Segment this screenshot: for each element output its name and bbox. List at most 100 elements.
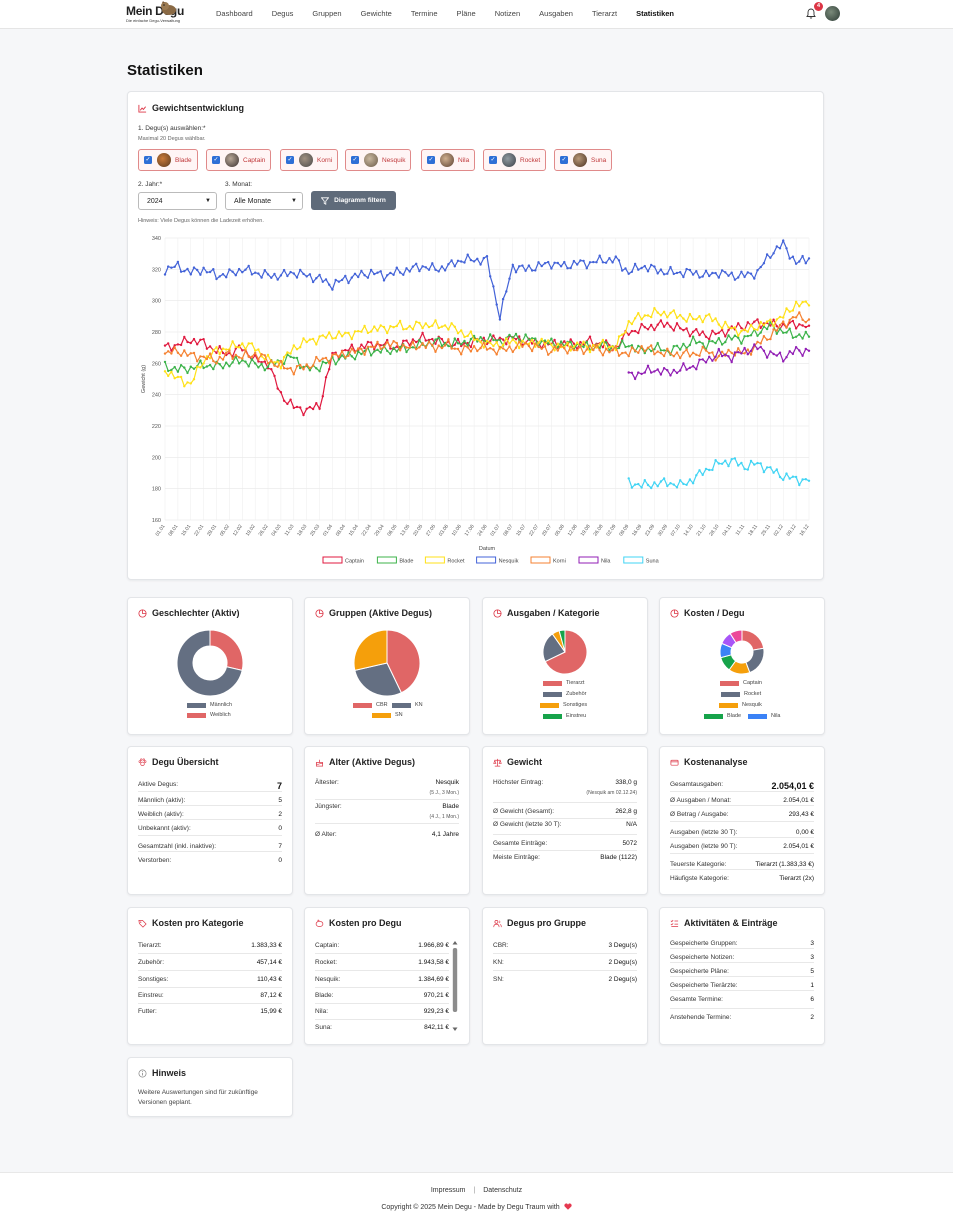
data-point bbox=[221, 367, 225, 370]
nav-dashboard[interactable]: Dashboard bbox=[216, 9, 253, 18]
divider bbox=[315, 1003, 449, 1004]
card-title: Kostenanalyse bbox=[670, 757, 748, 767]
data-point bbox=[289, 352, 292, 355]
datenschutz-link[interactable]: Datenschutz bbox=[483, 1187, 523, 1194]
data-point bbox=[566, 352, 569, 355]
data-point bbox=[295, 276, 299, 279]
data-point bbox=[179, 375, 183, 379]
stat-row: KN: 2 Degu(s) bbox=[493, 959, 637, 966]
data-point bbox=[662, 354, 666, 358]
data-point bbox=[730, 325, 733, 328]
oldest-age-detail: (5 J., 3 Mon.) bbox=[429, 790, 459, 796]
data-point bbox=[765, 327, 769, 331]
data-point bbox=[675, 271, 679, 275]
year-select[interactable]: 2024 ▼ bbox=[138, 192, 217, 210]
data-point bbox=[733, 457, 737, 460]
month-select[interactable]: Alle Monate ▼ bbox=[225, 192, 303, 210]
checkbox[interactable]: ✓ bbox=[212, 156, 220, 164]
nav-ausgaben[interactable]: Ausgaben bbox=[539, 9, 573, 18]
stat-label: Ältester: bbox=[315, 779, 339, 786]
cost-list-scrollbar[interactable] bbox=[452, 940, 458, 1032]
app-logo[interactable]: Mein Degu Die einfache Degu-Verwaltung bbox=[126, 1, 184, 23]
data-point bbox=[672, 483, 675, 486]
data-point bbox=[627, 320, 630, 323]
degu-chip-nesquik[interactable]: ✓ Nesquik bbox=[345, 149, 412, 171]
legend-swatch bbox=[623, 556, 644, 564]
checkbox[interactable]: ✓ bbox=[560, 156, 568, 164]
bell-icon[interactable] bbox=[806, 8, 816, 19]
data-point bbox=[633, 483, 637, 486]
data-point bbox=[308, 366, 312, 370]
data-point bbox=[730, 338, 733, 341]
data-point bbox=[720, 327, 724, 330]
data-point bbox=[505, 343, 508, 346]
degu-chip-captain[interactable]: ✓ Captain bbox=[206, 149, 272, 171]
data-point bbox=[801, 478, 804, 481]
copyright-text: Copyright © 2025 Mein Degu - Made by Deg… bbox=[381, 1204, 560, 1211]
data-point bbox=[460, 344, 463, 348]
nav-gruppen[interactable]: Gruppen bbox=[312, 9, 342, 18]
data-point bbox=[218, 345, 221, 348]
data-point bbox=[627, 371, 630, 374]
pie-sex bbox=[176, 629, 244, 697]
data-point bbox=[469, 330, 473, 333]
data-point bbox=[743, 335, 746, 338]
data-point bbox=[662, 273, 666, 276]
data-point bbox=[688, 366, 692, 369]
data-point bbox=[379, 351, 382, 354]
user-avatar[interactable] bbox=[825, 6, 840, 21]
data-point bbox=[772, 324, 775, 328]
data-point bbox=[518, 340, 521, 343]
data-point bbox=[221, 351, 225, 355]
data-point bbox=[302, 368, 305, 371]
data-point bbox=[415, 348, 418, 351]
data-point bbox=[460, 329, 463, 332]
data-point bbox=[627, 272, 630, 275]
data-point bbox=[604, 339, 608, 342]
data-point bbox=[788, 327, 791, 330]
checkbox[interactable]: ✓ bbox=[489, 156, 497, 164]
pie-costs bbox=[719, 629, 765, 675]
data-point bbox=[604, 341, 608, 344]
checkbox[interactable]: ✓ bbox=[286, 156, 294, 164]
degu-chip-korni[interactable]: ✓ Korni bbox=[280, 149, 339, 171]
degu-chip-suna[interactable]: ✓ Suna bbox=[554, 149, 613, 171]
data-point bbox=[424, 346, 427, 350]
data-point bbox=[614, 345, 617, 348]
impressum-link[interactable]: Impressum bbox=[430, 1187, 466, 1194]
card-title: Kosten pro Kategorie bbox=[138, 918, 244, 928]
data-point bbox=[405, 339, 408, 342]
nav-gewichte[interactable]: Gewichte bbox=[360, 9, 392, 18]
data-point bbox=[675, 351, 679, 354]
data-point bbox=[798, 311, 801, 314]
nav-pläne[interactable]: Pläne bbox=[456, 9, 476, 18]
stat-row: Ø Gewicht (letzte 30 T): N/A bbox=[493, 821, 637, 828]
filter-chart-button[interactable]: Diagramm filtern bbox=[311, 191, 396, 210]
nav-tierarzt[interactable]: Tierarzt bbox=[591, 9, 618, 18]
checkbox[interactable]: ✓ bbox=[427, 156, 435, 164]
degu-chip-blade[interactable]: ✓ Blade bbox=[138, 149, 198, 171]
divider bbox=[493, 850, 637, 851]
data-point bbox=[350, 337, 353, 341]
pie-slice-einstreu bbox=[558, 629, 566, 653]
checkbox[interactable]: ✓ bbox=[351, 156, 359, 164]
data-point bbox=[299, 406, 302, 409]
data-point bbox=[492, 338, 495, 342]
data-point bbox=[650, 349, 653, 353]
data-point bbox=[540, 264, 543, 268]
checkbox[interactable]: ✓ bbox=[144, 156, 152, 164]
data-point bbox=[563, 260, 566, 264]
nav-notizen[interactable]: Notizen bbox=[494, 9, 521, 18]
stat-label: Ausgaben (letzte 90 T): bbox=[670, 843, 738, 850]
degu-chip-rocket[interactable]: ✓ Rocket bbox=[483, 149, 547, 171]
legend-label: Nila bbox=[771, 713, 781, 719]
data-point bbox=[347, 351, 350, 354]
nav-statistiken[interactable]: Statistiken bbox=[636, 9, 675, 18]
nav-termine[interactable]: Termine bbox=[410, 9, 438, 18]
data-point bbox=[621, 333, 624, 336]
degu-chip-nila[interactable]: ✓ Nila bbox=[421, 149, 476, 171]
nav-degus[interactable]: Degus bbox=[271, 9, 294, 18]
legend-entry: Nila bbox=[578, 556, 611, 565]
data-point bbox=[279, 391, 283, 394]
data-point bbox=[495, 341, 498, 344]
